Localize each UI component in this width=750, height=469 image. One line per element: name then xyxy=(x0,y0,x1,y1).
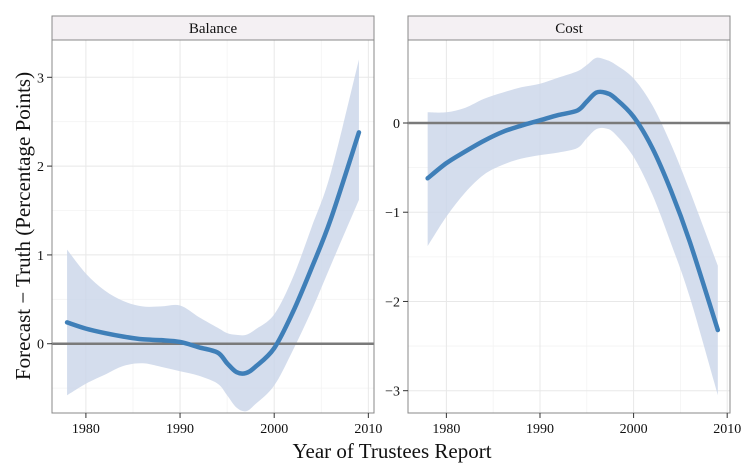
y-axis-ticks-cost: 0 −1 −2 −3 xyxy=(385,117,408,400)
y-axis-title: Forecast − Truth (Percentage Points) xyxy=(11,72,35,380)
confidence-band-cost xyxy=(427,57,718,396)
strip-title-cost: Cost xyxy=(555,21,583,37)
x-axis-ticks-cost: 1980 1990 2000 2010 xyxy=(432,413,741,437)
x-tick-label: 2010 xyxy=(354,422,382,437)
panel-balance: Balance 1980 1990 2000 2010 0 1 2 3 xyxy=(37,15,382,437)
y-tick-label: −1 xyxy=(385,206,400,221)
y-tick-label: −3 xyxy=(385,385,400,400)
gridlines-balance xyxy=(52,40,374,413)
x-tick-label: 1990 xyxy=(166,422,194,437)
x-tick-label: 2010 xyxy=(713,422,741,437)
y-tick-label: 0 xyxy=(37,338,44,353)
x-tick-label: 1980 xyxy=(432,422,460,437)
y-tick-label: 3 xyxy=(37,71,44,86)
y-tick-label: 0 xyxy=(393,117,400,132)
panel-cost: Cost 1980 1990 2000 2010 0 −1 −2 −3 xyxy=(385,15,741,437)
series-line-cost xyxy=(425,89,721,333)
x-tick-label: 2000 xyxy=(620,422,648,437)
x-tick-label: 2000 xyxy=(260,422,288,437)
x-axis-ticks-balance: 1980 1990 2000 2010 xyxy=(72,413,382,437)
panel-border-balance xyxy=(51,39,375,414)
strip-cost xyxy=(407,15,731,41)
x-tick-label: 1980 xyxy=(72,422,100,437)
y-tick-label: 2 xyxy=(37,160,44,175)
series-line-balance xyxy=(64,130,362,376)
y-tick-label: 1 xyxy=(37,249,44,264)
panel-border-cost xyxy=(407,39,731,414)
x-axis-title: Year of Trustees Report xyxy=(292,439,491,463)
strip-title-balance: Balance xyxy=(189,21,238,37)
strip-balance xyxy=(51,15,375,41)
x-tick-label: 1990 xyxy=(526,422,554,437)
y-tick-label: −2 xyxy=(385,295,400,310)
y-axis-ticks-balance: 0 1 2 3 xyxy=(37,71,52,353)
